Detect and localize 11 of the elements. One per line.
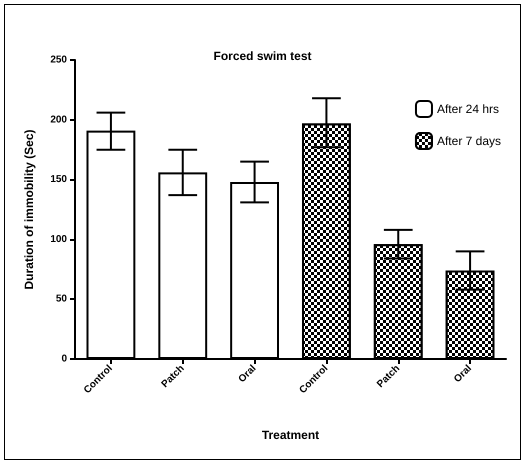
y-tick-label: 150: [50, 174, 68, 186]
x-axis-title: Treatment: [262, 428, 320, 442]
chart-title: Forced swim test: [213, 49, 312, 63]
y-axis-title: Duration of immobility (Sec): [22, 129, 36, 290]
legend-label: After 7 days: [436, 134, 501, 148]
y-tick-label: 200: [50, 114, 68, 126]
y-tick-label: 250: [50, 54, 68, 66]
legend-label: After 24 hrs: [436, 102, 499, 116]
y-tick-label: 0: [61, 354, 68, 364]
y-tick-label: 50: [56, 294, 68, 305]
y-tick-label: 100: [50, 234, 68, 245]
